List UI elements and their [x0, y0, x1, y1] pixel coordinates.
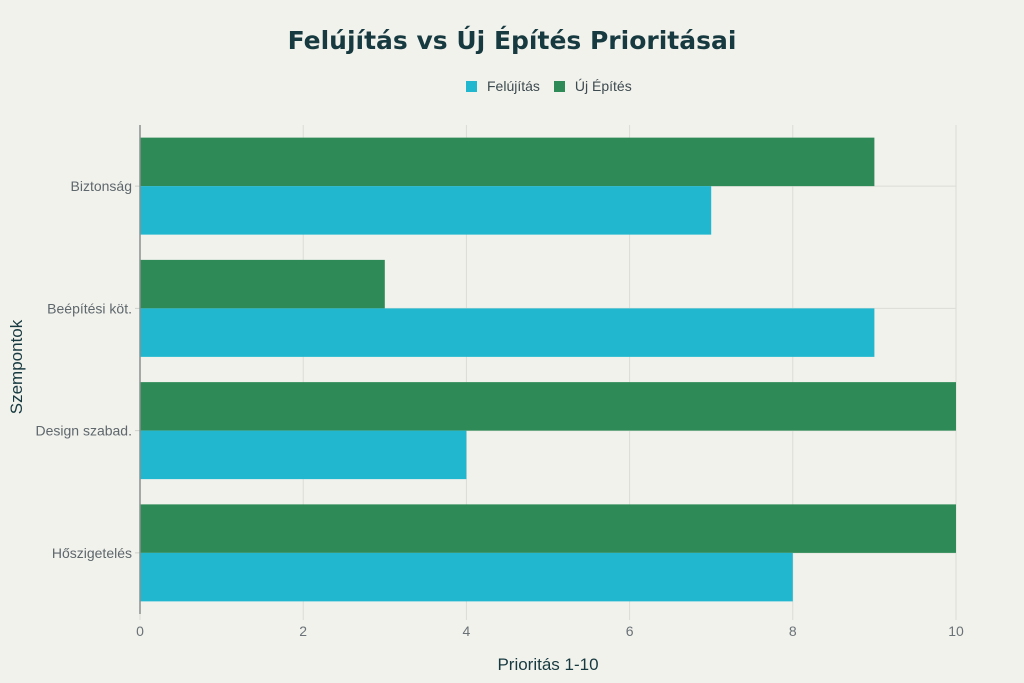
x-tick-label: 8	[789, 623, 797, 639]
legend-label-felujitas: Felújítás	[487, 78, 540, 94]
legend: Felújítás Új Építés	[466, 78, 646, 94]
bar-felujitas	[140, 552, 793, 602]
x-tick-label: 6	[626, 623, 634, 639]
bar-uj-epites	[140, 137, 875, 187]
legend-label-uj-epites: Új Építés	[574, 78, 632, 94]
bar-felujitas	[140, 186, 712, 235]
legend-item-felujitas[interactable]: Felújítás	[466, 78, 540, 94]
y-tick-label: Design szabad.	[35, 423, 132, 439]
bar-felujitas	[140, 308, 875, 357]
bar-uj-epites	[140, 259, 385, 309]
y-tick-label: Biztonság	[71, 178, 132, 194]
chart-title: Felújítás vs Új Építés Prioritásai	[287, 26, 737, 55]
y-tick-label: Beépítési köt.	[47, 300, 132, 316]
bar-felujitas	[140, 430, 467, 480]
x-tick-label: 0	[136, 623, 144, 639]
y-tick-label: Hőszigetelés	[52, 545, 132, 561]
legend-swatch-felujitas	[466, 80, 477, 92]
x-tick-label: 2	[299, 623, 307, 639]
bar-uj-epites	[140, 382, 956, 431]
x-axis-title: Prioritás 1-10	[497, 655, 599, 674]
x-tick-label: 4	[463, 623, 471, 639]
x-tick-label: 10	[948, 623, 964, 639]
legend-swatch-uj-epites	[553, 80, 565, 92]
bar-uj-epites	[140, 504, 956, 553]
y-axis-title: Szempontok	[7, 319, 26, 415]
legend-item-uj-epites[interactable]: Új Építés	[553, 78, 632, 94]
